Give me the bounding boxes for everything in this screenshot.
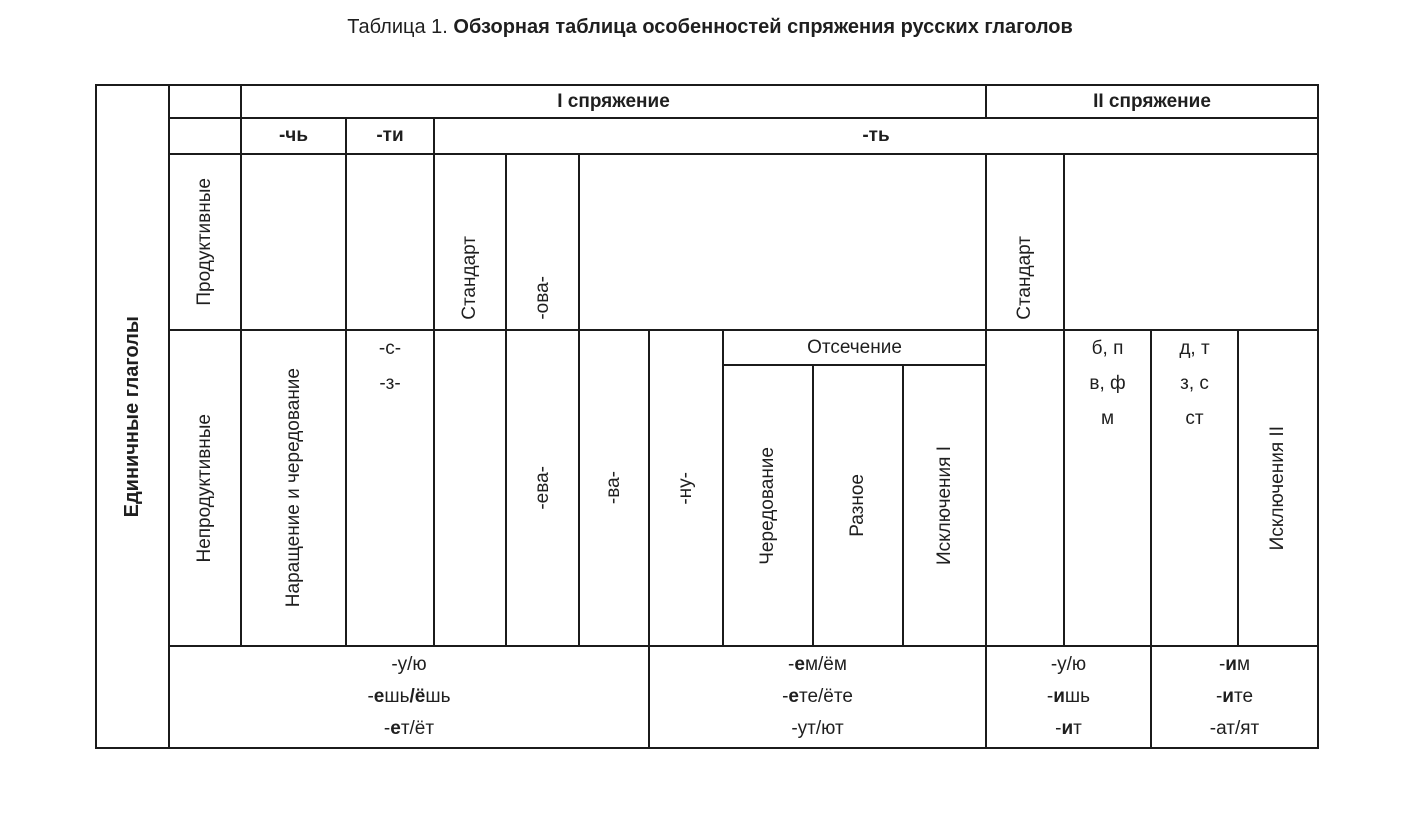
- row-label-nonproductive-cell: Непродуктивные: [168, 329, 242, 647]
- empty-cell-row2-label: [168, 117, 242, 155]
- cell-conj1-narashchenie: Наращение и чередование: [240, 329, 347, 647]
- table-caption-title: Обзорная таблица особенностей спряжения …: [453, 16, 1073, 38]
- cell-conj1-s-z: -с- -з-: [345, 329, 435, 647]
- header-conjugation-1: I спряжение: [240, 84, 987, 119]
- endings-conj2-singular: -у/ю -ишь -ит: [985, 645, 1152, 749]
- cell-conj1-ova: -ова-: [505, 153, 580, 331]
- row-group-cell-edinichnye-glagoly: Единичные глаголы: [95, 84, 170, 749]
- cell-conj2-dental-consonants: д, т з, с ст: [1150, 329, 1239, 647]
- header-infinitive-ch: -чь: [240, 117, 347, 155]
- endings-conj1-singular: -у/ю -ешь/ёшь -ет/ёт: [168, 645, 650, 749]
- endings-conj1-plural: -ем/ём -ете/ёте -ут/ют: [648, 645, 987, 749]
- cell-conj1-eva: -ева-: [505, 329, 580, 647]
- label-conj1-raznoe: Разное: [847, 474, 869, 537]
- empty-cell-nonproductive-standard2: [985, 329, 1065, 647]
- cell-conj1-va: -ва-: [578, 329, 650, 647]
- empty-cell-nonproductive-standard1: [433, 329, 507, 647]
- endings-conj2-plural: -им -ите -ат/ят: [1150, 645, 1319, 749]
- table-caption-number: Таблица 1.: [347, 16, 454, 38]
- corner-empty-cell: [168, 84, 242, 119]
- cell-conj1-isklyucheniya-1: Исключения I: [902, 364, 987, 647]
- empty-cell-productive-conj1: [578, 153, 987, 331]
- empty-cell-productive-conj2: [1063, 153, 1319, 331]
- cell-conj1-nu: -ну-: [648, 329, 724, 647]
- header-infinitive-t: -ть: [433, 117, 1319, 155]
- label-conj1-cheredovanie: Чередование: [757, 446, 779, 565]
- cell-conj2-labial-consonants: б, п в, ф м: [1063, 329, 1152, 647]
- table-caption: Таблица 1. Обзорная таблица особенностей…: [0, 16, 1420, 39]
- label-conj1-ova: -ова-: [531, 276, 553, 320]
- label-conj1-standard: Стандарт: [459, 236, 481, 320]
- label-conj1-isklyucheniya-1: Исключения I: [933, 445, 955, 566]
- label-conj1-nu: -ну-: [675, 471, 697, 505]
- group-label: Единичные глаголы: [121, 315, 143, 518]
- cell-conj1-raznoe: Разное: [812, 364, 904, 647]
- cell-conj1-cheredovanie: Чередование: [722, 364, 814, 647]
- label-conj1-narashchenie: Наращение и чередование: [282, 368, 304, 608]
- header-conjugation-2: II спряжение: [985, 84, 1319, 119]
- row-label-productive: Продуктивные: [194, 178, 216, 306]
- row-label-productive-cell: Продуктивные: [168, 153, 242, 331]
- header-infinitive-ti: -ти: [345, 117, 435, 155]
- group-label-wrap: Единичные глаголы: [98, 87, 167, 746]
- label-conj1-eva: -ева-: [531, 466, 553, 510]
- header-otsechenie: Отсечение: [722, 329, 987, 366]
- label-conj2-isklyucheniya-2: Исключения II: [1267, 425, 1289, 551]
- cell-conj1-standard: Стандарт: [433, 153, 507, 331]
- cell-conj2-standard: Стандарт: [985, 153, 1065, 331]
- label-conj2-standard: Стандарт: [1014, 236, 1036, 320]
- empty-cell-productive-ti: [345, 153, 435, 331]
- cell-conj2-isklyucheniya-2: Исключения II: [1237, 329, 1319, 647]
- label-conj1-va: -ва-: [603, 471, 625, 505]
- empty-cell-productive-ch: [240, 153, 347, 331]
- row-label-nonproductive: Непродуктивные: [194, 413, 216, 563]
- conjugation-table: Единичные глаголы I спряжение II спряжен…: [95, 84, 1319, 749]
